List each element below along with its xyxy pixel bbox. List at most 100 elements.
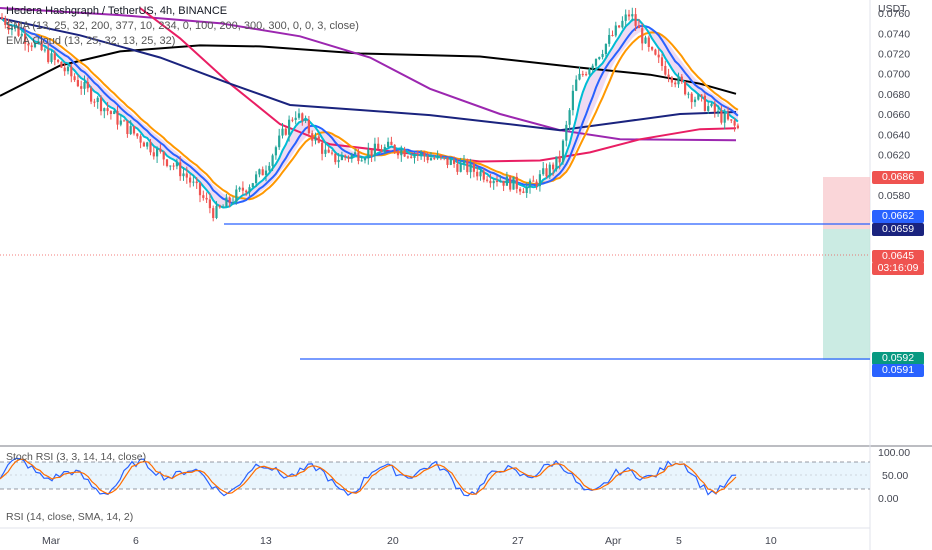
- candle-body: [20, 33, 23, 36]
- candle-body: [43, 49, 46, 51]
- candle-body: [330, 152, 334, 154]
- candle-body: [50, 53, 53, 62]
- candle-body: [726, 113, 730, 120]
- candle-body: [156, 148, 159, 157]
- candle-body: [377, 143, 380, 150]
- symbol-title: Hedera Hashgraph / TetherUS, 4h, BINANCE: [6, 5, 228, 17]
- candle-body: [575, 79, 578, 91]
- candle-body: [90, 88, 93, 102]
- candle-body: [565, 124, 568, 141]
- candle-body: [519, 188, 522, 192]
- candle-body: [611, 34, 614, 36]
- candle-body: [618, 25, 621, 28]
- candle-body: [96, 97, 99, 103]
- candle-body: [703, 95, 706, 111]
- y-tick-label: 0.0580: [878, 190, 910, 202]
- candle-body: [116, 111, 119, 125]
- candle-body: [4, 18, 7, 25]
- candle-body: [393, 144, 396, 152]
- candle-body: [723, 113, 726, 123]
- candle-body: [552, 164, 555, 170]
- ema-teal-line: [1, 18, 739, 209]
- rsi-label: RSI (14, close, SMA, 14, 2): [6, 511, 134, 523]
- candle-body: [664, 65, 667, 75]
- candle-body: [0, 17, 4, 19]
- x-tick-label: 20: [387, 535, 399, 547]
- candle-body: [340, 155, 343, 160]
- candle-body: [637, 25, 640, 29]
- x-tick-label: 13: [260, 535, 272, 547]
- candle-body: [212, 208, 215, 219]
- candle-body: [736, 125, 739, 129]
- candle-body: [502, 180, 505, 186]
- candle-body: [294, 117, 297, 120]
- candle-body: [278, 135, 281, 148]
- ma-legend: SMA (13, 25, 32, 200, 377, 10, 234, 0, 1…: [6, 20, 359, 32]
- candle-body: [159, 148, 162, 152]
- candle-body: [66, 66, 70, 72]
- stoch-tick-100: 100.00: [878, 447, 910, 459]
- candle-body: [733, 120, 736, 126]
- candle-body: [538, 174, 541, 187]
- candle-body: [486, 179, 489, 181]
- current-price-tag: 0.0645: [872, 250, 924, 263]
- candle-body: [189, 177, 192, 183]
- candle-body: [561, 140, 565, 163]
- candle-body: [528, 180, 532, 188]
- candle-body: [123, 120, 126, 122]
- candle-body: [436, 155, 439, 159]
- candle-body: [205, 197, 208, 200]
- candle-body: [499, 180, 502, 183]
- candle-body: [347, 157, 350, 159]
- candle-body: [27, 43, 30, 46]
- candle-body: [228, 197, 231, 203]
- candle-body: [446, 157, 449, 165]
- candle-body: [654, 49, 657, 55]
- candle-body: [588, 68, 591, 75]
- cloud-legend: EMA Cloud (13, 25, 32, 13, 25, 32): [6, 35, 176, 47]
- candle-body: [489, 180, 492, 184]
- candle-body: [697, 94, 700, 100]
- candle-body: [179, 162, 182, 177]
- candle-body: [248, 187, 251, 193]
- x-tick-label: Apr: [605, 535, 622, 547]
- candle-body: [651, 46, 654, 50]
- candle-body: [162, 151, 165, 160]
- candle-body: [324, 149, 327, 154]
- candle-body: [439, 155, 442, 157]
- candle-body: [693, 99, 697, 103]
- candle-body: [469, 163, 472, 173]
- candle-body: [509, 176, 512, 190]
- candle-body: [165, 159, 169, 167]
- candle-body: [208, 199, 211, 209]
- candle-body: [420, 152, 423, 155]
- candle-body: [700, 94, 703, 96]
- candle-body: [367, 149, 370, 159]
- candle-body: [641, 28, 644, 44]
- candle-body: [113, 111, 116, 114]
- candle-body: [10, 27, 13, 30]
- candle-body: [525, 187, 528, 194]
- candle-body: [677, 76, 680, 85]
- candle-body: [139, 136, 142, 143]
- candle-body: [423, 152, 426, 157]
- candle-body: [558, 156, 561, 163]
- candle-body: [215, 205, 218, 219]
- candle-body: [307, 119, 310, 134]
- ma-purple-line: [0, 7, 737, 142]
- stoch-tick-0: 0.00: [878, 493, 899, 505]
- candle-body: [7, 24, 10, 30]
- candle-body: [129, 126, 132, 135]
- x-tick-label: Mar: [42, 535, 61, 547]
- candle-body: [568, 110, 571, 125]
- candle-body: [532, 180, 535, 182]
- y-tick-label: 0.0620: [878, 149, 910, 161]
- candle-body: [571, 90, 574, 111]
- x-tick-label: 27: [512, 535, 524, 547]
- candle-body: [126, 120, 129, 135]
- candle-body: [222, 206, 225, 208]
- candle-body: [53, 53, 56, 60]
- candle-body: [495, 180, 499, 183]
- candle-body: [350, 154, 353, 159]
